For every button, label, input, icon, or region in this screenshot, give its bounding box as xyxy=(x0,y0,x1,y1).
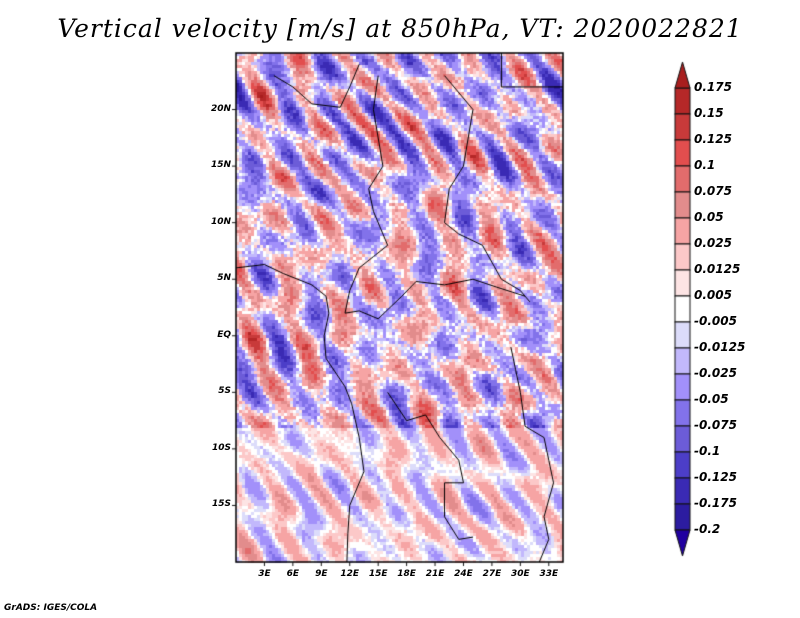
y-tick-label: 5N xyxy=(217,273,231,284)
colorbar-label: -0.005 xyxy=(694,314,737,328)
x-tick-label: 24E xyxy=(454,569,473,579)
x-tick-label: 33E xyxy=(539,569,559,579)
x-tick-label: 9E xyxy=(315,569,328,579)
x-tick-label: 27E xyxy=(482,569,502,579)
colorbar-label: 0.005 xyxy=(694,288,732,302)
y-tick-label: 15N xyxy=(210,160,231,171)
colorbar-label: 0.175 xyxy=(694,80,732,94)
colorbar-label: 0.15 xyxy=(694,106,724,120)
colorbar-label: -0.025 xyxy=(694,366,737,380)
colorbar-label: 0.05 xyxy=(694,210,724,224)
y-tick-label: EQ xyxy=(217,329,231,340)
y-tick-label: 5S xyxy=(218,386,231,397)
x-tick-label: 30E xyxy=(511,569,530,579)
colorbar-label: 0.025 xyxy=(694,236,732,250)
x-tick-label: 18E xyxy=(397,569,416,579)
x-tick-label: 21E xyxy=(425,569,445,579)
colorbar-label: -0.075 xyxy=(694,418,737,432)
x-tick-label: 15E xyxy=(368,569,388,579)
colorbar-label: -0.125 xyxy=(694,470,737,484)
colorbar-label: -0.175 xyxy=(694,496,737,510)
grads-credit: GrADS: IGES/COLA xyxy=(4,603,98,613)
colorbar-label: 0.075 xyxy=(694,184,732,198)
colorbar-label: -0.05 xyxy=(694,392,729,406)
colorbar-label: -0.2 xyxy=(694,522,721,536)
plot-title: Vertical velocity [m/s] at 850hPa, VT: 2… xyxy=(57,14,743,43)
y-tick-label: 15S xyxy=(211,499,231,510)
x-tick-label: 6E xyxy=(286,569,300,579)
y-tick-label: 10S xyxy=(211,442,231,453)
y-tick-label: 10N xyxy=(210,216,231,227)
colorbar-label: -0.1 xyxy=(694,444,721,458)
colorbar-label: 0.1 xyxy=(694,158,716,172)
colorbar-label: -0.0125 xyxy=(694,340,746,354)
x-tick-label: 3E xyxy=(258,569,271,579)
colorbar-label: 0.0125 xyxy=(694,262,741,276)
y-tick-label: 20N xyxy=(210,103,231,114)
colorbar-label: 0.125 xyxy=(694,132,732,146)
x-tick-label: 12E xyxy=(340,569,360,579)
